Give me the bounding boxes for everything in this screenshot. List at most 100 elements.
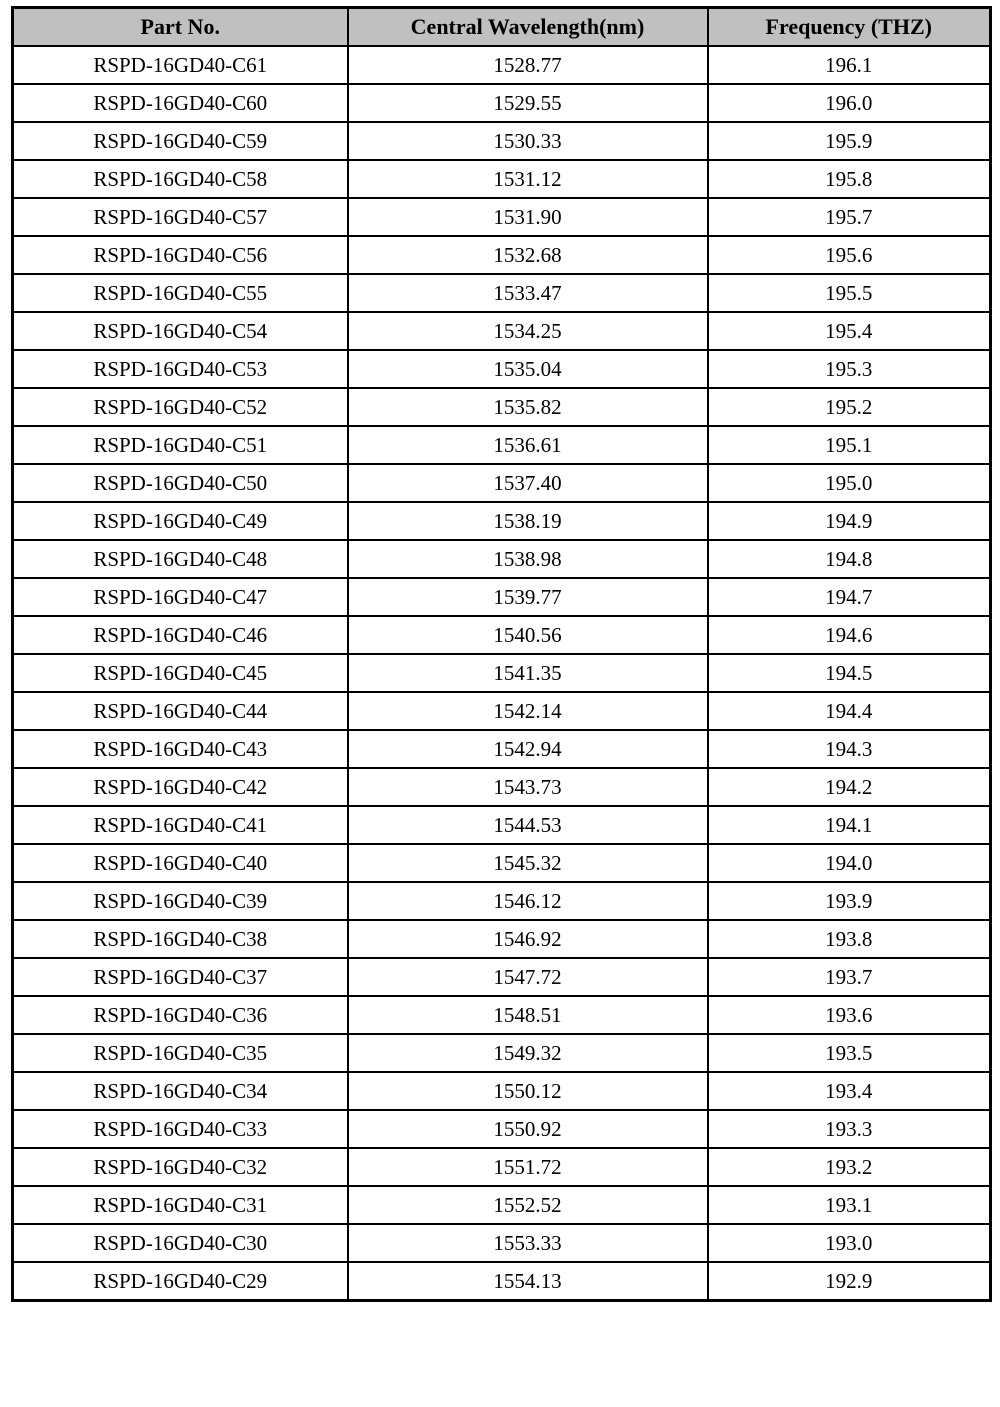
wavelength-cell: 1546.12 xyxy=(346,881,709,921)
wavelength-cell: 1542.14 xyxy=(346,691,709,731)
frequency-cell: 195.6 xyxy=(706,235,992,275)
wavelength-cell: 1539.77 xyxy=(346,577,709,617)
part-no-cell: RSPD-16GD40-C51 xyxy=(11,425,349,465)
frequency-cell: 193.3 xyxy=(706,1109,992,1149)
table-row: RSPD-16GD40-C49 1538.19 194.9 xyxy=(11,501,992,541)
table-row: RSPD-16GD40-C51 1536.61 195.1 xyxy=(11,425,992,465)
part-no-cell: RSPD-16GD40-C34 xyxy=(11,1071,349,1111)
frequency-cell: 192.9 xyxy=(706,1261,992,1302)
table-row: RSPD-16GD40-C44 1542.14 194.4 xyxy=(11,691,992,731)
wavelength-cell: 1544.53 xyxy=(346,805,709,845)
frequency-cell: 196.0 xyxy=(706,83,992,123)
table-body: RSPD-16GD40-C61 1528.77 196.1 RSPD-16GD40-C… xyxy=(11,45,992,1302)
part-no-cell: RSPD-16GD40-C43 xyxy=(11,729,349,769)
frequency-cell: 195.0 xyxy=(706,463,992,503)
frequency-cell: 193.6 xyxy=(706,995,992,1035)
table-row: RSPD-16GD40-C31 1552.52 193.1 xyxy=(11,1185,992,1225)
frequency-cell: 194.9 xyxy=(706,501,992,541)
part-no-cell: RSPD-16GD40-C35 xyxy=(11,1033,349,1073)
part-no-cell: RSPD-16GD40-C39 xyxy=(11,881,349,921)
wavelength-cell: 1552.52 xyxy=(346,1185,709,1225)
part-no-cell: RSPD-16GD40-C30 xyxy=(11,1223,349,1263)
frequency-cell: 194.5 xyxy=(706,653,992,693)
frequency-cell: 195.8 xyxy=(706,159,992,199)
frequency-cell: 195.1 xyxy=(706,425,992,465)
table-row: RSPD-16GD40-C34 1550.12 193.4 xyxy=(11,1071,992,1111)
table-row: RSPD-16GD40-C48 1538.98 194.8 xyxy=(11,539,992,579)
frequency-cell: 194.2 xyxy=(706,767,992,807)
part-no-cell: RSPD-16GD40-C47 xyxy=(11,577,349,617)
frequency-cell: 194.0 xyxy=(706,843,992,883)
wavelength-cell: 1541.35 xyxy=(346,653,709,693)
frequency-cell: 194.3 xyxy=(706,729,992,769)
table-row: RSPD-16GD40-C42 1543.73 194.2 xyxy=(11,767,992,807)
wavelength-cell: 1545.32 xyxy=(346,843,709,883)
wavelength-cell: 1553.33 xyxy=(346,1223,709,1263)
part-no-cell: RSPD-16GD40-C48 xyxy=(11,539,349,579)
part-no-cell: RSPD-16GD40-C42 xyxy=(11,767,349,807)
frequency-cell: 193.8 xyxy=(706,919,992,959)
part-no-cell: RSPD-16GD40-C49 xyxy=(11,501,349,541)
wavelength-cell: 1535.82 xyxy=(346,387,709,427)
frequency-cell: 195.2 xyxy=(706,387,992,427)
column-header-central-wavelength: Central Wavelength(nm) xyxy=(346,6,709,47)
wavelength-cell: 1532.68 xyxy=(346,235,709,275)
frequency-cell: 195.7 xyxy=(706,197,992,237)
frequency-cell: 193.5 xyxy=(706,1033,992,1073)
wavelength-cell: 1540.56 xyxy=(346,615,709,655)
part-no-cell: RSPD-16GD40-C41 xyxy=(11,805,349,845)
frequency-cell: 193.2 xyxy=(706,1147,992,1187)
frequency-cell: 195.4 xyxy=(706,311,992,351)
part-no-cell: RSPD-16GD40-C38 xyxy=(11,919,349,959)
table-row: RSPD-16GD40-C54 1534.25 195.4 xyxy=(11,311,992,351)
wavelength-cell: 1530.33 xyxy=(346,121,709,161)
column-header-frequency: Frequency (THZ) xyxy=(706,6,992,47)
column-header-part-no: Part No. xyxy=(11,6,349,47)
part-no-cell: RSPD-16GD40-C57 xyxy=(11,197,349,237)
table-row: RSPD-16GD40-C35 1549.32 193.5 xyxy=(11,1033,992,1073)
wavelength-cell: 1531.12 xyxy=(346,159,709,199)
table-row: RSPD-16GD40-C32 1551.72 193.2 xyxy=(11,1147,992,1187)
table-row: RSPD-16GD40-C56 1532.68 195.6 xyxy=(11,235,992,275)
frequency-cell: 193.7 xyxy=(706,957,992,997)
frequency-cell: 194.1 xyxy=(706,805,992,845)
part-no-cell: RSPD-16GD40-C37 xyxy=(11,957,349,997)
frequency-cell: 194.4 xyxy=(706,691,992,731)
header-row: Part No. Central Wavelength(nm) Frequenc… xyxy=(11,6,992,47)
wavelength-cell: 1543.73 xyxy=(346,767,709,807)
wavelength-cell: 1549.32 xyxy=(346,1033,709,1073)
part-no-cell: RSPD-16GD40-C58 xyxy=(11,159,349,199)
part-no-cell: RSPD-16GD40-C60 xyxy=(11,83,349,123)
wavelength-cell: 1535.04 xyxy=(346,349,709,389)
table-row: RSPD-16GD40-C43 1542.94 194.3 xyxy=(11,729,992,769)
part-no-cell: RSPD-16GD40-C52 xyxy=(11,387,349,427)
frequency-cell: 195.9 xyxy=(706,121,992,161)
frequency-cell: 193.9 xyxy=(706,881,992,921)
part-no-cell: RSPD-16GD40-C32 xyxy=(11,1147,349,1187)
frequency-cell: 193.1 xyxy=(706,1185,992,1225)
table-row: RSPD-16GD40-C52 1535.82 195.2 xyxy=(11,387,992,427)
frequency-cell: 194.8 xyxy=(706,539,992,579)
frequency-cell: 195.3 xyxy=(706,349,992,389)
wavelength-cell: 1550.92 xyxy=(346,1109,709,1149)
table-row: RSPD-16GD40-C41 1544.53 194.1 xyxy=(11,805,992,845)
wavelength-cell: 1531.90 xyxy=(346,197,709,237)
part-no-cell: RSPD-16GD40-C44 xyxy=(11,691,349,731)
table-row: RSPD-16GD40-C29 1554.13 192.9 xyxy=(11,1261,992,1302)
table-row: RSPD-16GD40-C59 1530.33 195.9 xyxy=(11,121,992,161)
wavelength-cell: 1548.51 xyxy=(346,995,709,1035)
table-row: RSPD-16GD40-C33 1550.92 193.3 xyxy=(11,1109,992,1149)
table-row: RSPD-16GD40-C55 1533.47 195.5 xyxy=(11,273,992,313)
table-row: RSPD-16GD40-C61 1528.77 196.1 xyxy=(11,45,992,85)
part-no-cell: RSPD-16GD40-C40 xyxy=(11,843,349,883)
table-row: RSPD-16GD40-C38 1546.92 193.8 xyxy=(11,919,992,959)
table-row: RSPD-16GD40-C53 1535.04 195.3 xyxy=(11,349,992,389)
table-row: RSPD-16GD40-C40 1545.32 194.0 xyxy=(11,843,992,883)
table-row: RSPD-16GD40-C46 1540.56 194.6 xyxy=(11,615,992,655)
wavelength-cell: 1546.92 xyxy=(346,919,709,959)
wavelength-cell: 1547.72 xyxy=(346,957,709,997)
frequency-cell: 194.7 xyxy=(706,577,992,617)
wavelength-cell: 1538.98 xyxy=(346,539,709,579)
wavelength-cell: 1538.19 xyxy=(346,501,709,541)
